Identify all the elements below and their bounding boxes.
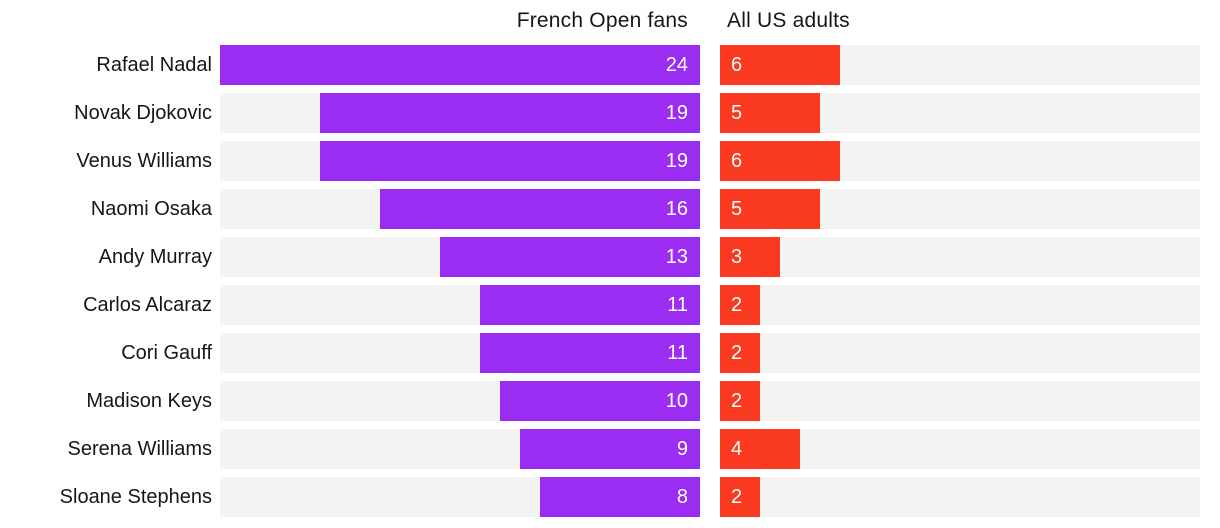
- adults-column-header: All US adults: [727, 9, 850, 32]
- adults-track: 2: [720, 477, 1200, 517]
- chart-row: Andy Murray 13 3: [0, 237, 1220, 277]
- chart-row: Novak Djokovic 19 5: [0, 93, 1220, 133]
- fans-bar: 19: [320, 141, 700, 181]
- chart-row: Sloane Stephens 8 2: [0, 477, 1220, 517]
- fans-track: 10: [220, 381, 700, 421]
- chart-row: Cori Gauff 11 2: [0, 333, 1220, 373]
- adults-value: 2: [731, 390, 743, 412]
- adults-bar: 6: [720, 141, 840, 181]
- adults-track: 3: [720, 237, 1200, 277]
- row-label: Carlos Alcaraz: [83, 294, 212, 316]
- fans-value: 11: [667, 342, 688, 364]
- chart-row: Carlos Alcaraz 11 2: [0, 285, 1220, 325]
- fans-track: 11: [220, 333, 700, 373]
- adults-value: 6: [731, 54, 743, 76]
- chart-row: Madison Keys 10 2: [0, 381, 1220, 421]
- adults-value: 2: [731, 342, 743, 364]
- adults-track: 5: [720, 189, 1200, 229]
- adults-value: 2: [731, 486, 743, 508]
- adults-bar: 6: [720, 45, 840, 85]
- fans-bar: 19: [320, 93, 700, 133]
- adults-value: 3: [731, 246, 743, 268]
- fans-bar: 8: [540, 477, 700, 517]
- adults-bar: 2: [720, 477, 760, 517]
- fans-value: 8: [676, 486, 688, 508]
- row-label: Venus Williams: [76, 150, 212, 172]
- fans-value: 10: [665, 390, 688, 412]
- fans-bar: 11: [480, 333, 700, 373]
- adults-track: 2: [720, 381, 1200, 421]
- fans-value: 11: [667, 294, 688, 316]
- fans-value: 24: [665, 54, 688, 76]
- chart-header: French Open fans All US adults: [0, 0, 1220, 45]
- fans-bar: 10: [500, 381, 700, 421]
- adults-track: 6: [720, 141, 1200, 181]
- adults-track: 2: [720, 333, 1200, 373]
- adults-value: 5: [731, 198, 743, 220]
- row-label: Sloane Stephens: [59, 486, 212, 508]
- adults-bar: 2: [720, 285, 760, 325]
- row-label: Andy Murray: [98, 246, 212, 268]
- fans-track: 13: [220, 237, 700, 277]
- fans-track: 19: [220, 93, 700, 133]
- row-label: Madison Keys: [86, 390, 212, 412]
- adults-track: 2: [720, 285, 1200, 325]
- row-label: Rafael Nadal: [96, 54, 212, 76]
- adults-bar: 4: [720, 429, 800, 469]
- adults-bar: 2: [720, 381, 760, 421]
- fans-track: 11: [220, 285, 700, 325]
- adults-bar: 3: [720, 237, 780, 277]
- adults-track: 4: [720, 429, 1200, 469]
- fans-track: 19: [220, 141, 700, 181]
- chart-row: Serena Williams 9 4: [0, 429, 1220, 469]
- fans-bar: 24: [220, 45, 700, 85]
- row-label: Serena Williams: [67, 438, 212, 460]
- fans-value: 16: [665, 198, 688, 220]
- chart-rows: Rafael Nadal 24 6 Novak Djokovic 19 5 Ve…: [0, 45, 1220, 517]
- fans-bar: 9: [520, 429, 700, 469]
- fans-track: 16: [220, 189, 700, 229]
- fans-track: 8: [220, 477, 700, 517]
- row-label: Novak Djokovic: [74, 102, 212, 124]
- fans-value: 13: [665, 246, 688, 268]
- fans-bar: 11: [480, 285, 700, 325]
- fans-track: 9: [220, 429, 700, 469]
- fans-bar: 13: [440, 237, 700, 277]
- row-label: Cori Gauff: [121, 342, 212, 364]
- fans-value: 19: [665, 150, 688, 172]
- adults-value: 6: [731, 150, 743, 172]
- adults-bar: 5: [720, 93, 820, 133]
- row-label: Naomi Osaka: [90, 198, 212, 220]
- adults-value: 2: [731, 294, 743, 316]
- adults-value: 5: [731, 102, 743, 124]
- fans-value: 9: [676, 438, 688, 460]
- adults-value: 4: [731, 438, 743, 460]
- adults-bar: 2: [720, 333, 760, 373]
- chart-row: Naomi Osaka 16 5: [0, 189, 1220, 229]
- chart-row: Rafael Nadal 24 6: [0, 45, 1220, 85]
- adults-track: 6: [720, 45, 1200, 85]
- fans-bar: 16: [380, 189, 700, 229]
- adults-track: 5: [720, 93, 1200, 133]
- fans-value: 19: [665, 102, 688, 124]
- chart-row: Venus Williams 19 6: [0, 141, 1220, 181]
- fans-track: 24: [220, 45, 700, 85]
- fans-column-header: French Open fans: [516, 9, 688, 32]
- adults-bar: 5: [720, 189, 820, 229]
